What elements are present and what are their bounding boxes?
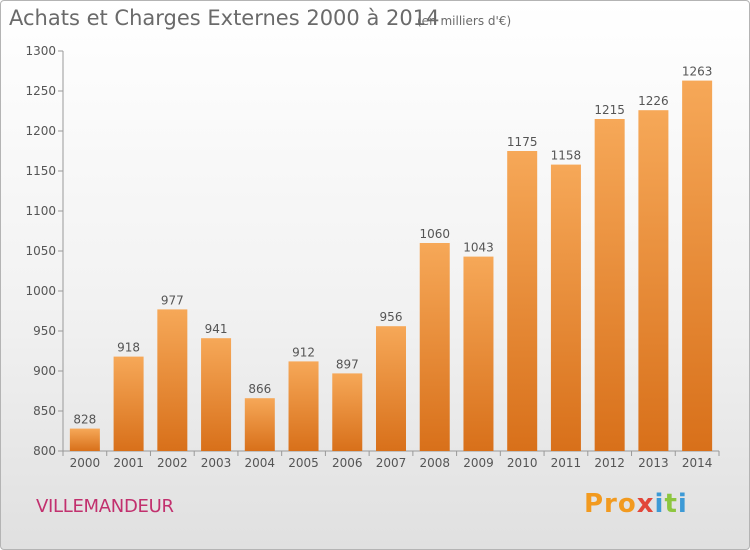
data-label: 956 [380, 310, 403, 324]
data-label: 977 [161, 293, 184, 307]
x-tick-label: 2011 [551, 456, 582, 470]
y-tick-label: 900 [33, 364, 56, 378]
x-tick-label: 2008 [419, 456, 450, 470]
y-tick-label: 1300 [25, 44, 56, 58]
bar [332, 373, 363, 451]
x-tick-label: 2013 [638, 456, 669, 470]
x-tick-label: 2006 [332, 456, 363, 470]
y-tick-label: 850 [33, 404, 56, 418]
x-tick-label: 2002 [157, 456, 188, 470]
bar [550, 164, 581, 451]
bar [463, 256, 494, 451]
x-tick-label: 2003 [201, 456, 232, 470]
data-label: 918 [117, 341, 140, 355]
y-tick-label: 800 [33, 444, 56, 458]
data-label: 1043 [463, 241, 494, 255]
proxiti-logo: Proxiti [584, 489, 688, 519]
data-label: 1175 [507, 135, 538, 149]
bar [244, 398, 275, 451]
bar [682, 80, 713, 451]
bar [201, 338, 232, 451]
x-tick-label: 2005 [288, 456, 319, 470]
data-label: 912 [292, 345, 315, 359]
bar [113, 356, 144, 451]
x-tick-label: 2004 [245, 456, 276, 470]
y-tick-label: 950 [33, 324, 56, 338]
chart-title: Achats et Charges Externes 2000 à 2014 [9, 6, 440, 30]
y-tick-label: 1000 [25, 284, 56, 298]
data-label: 1215 [594, 103, 625, 117]
bar [69, 428, 100, 451]
data-label: 1158 [551, 149, 582, 163]
data-label: 941 [205, 322, 228, 336]
bar [376, 326, 406, 451]
data-label: 866 [248, 382, 271, 396]
x-tick-label: 2007 [376, 456, 407, 470]
commune-name: VILLEMANDEUR [36, 496, 174, 517]
data-label: 1060 [419, 227, 450, 241]
data-label: 1226 [638, 94, 669, 108]
x-tick-label: 2014 [682, 456, 713, 470]
bar [157, 309, 188, 451]
bar [594, 119, 625, 451]
bar [638, 110, 669, 451]
y-tick-label: 1250 [25, 84, 56, 98]
y-tick-label: 1200 [25, 124, 56, 138]
data-label: 897 [336, 357, 359, 371]
bar [419, 243, 450, 451]
x-tick-label: 2001 [113, 456, 144, 470]
data-label: 828 [73, 413, 96, 427]
y-tick-label: 1050 [25, 244, 56, 258]
x-tick-label: 2012 [594, 456, 625, 470]
y-tick-label: 1100 [25, 204, 56, 218]
x-tick-label: 2009 [463, 456, 494, 470]
data-label: 1263 [682, 65, 713, 79]
bar [507, 151, 538, 451]
chart-subtitle: (en milliers d'€) [417, 14, 512, 28]
y-tick-label: 1150 [25, 164, 56, 178]
x-tick-label: 2000 [70, 456, 101, 470]
x-tick-label: 2010 [507, 456, 538, 470]
bar [288, 361, 319, 451]
